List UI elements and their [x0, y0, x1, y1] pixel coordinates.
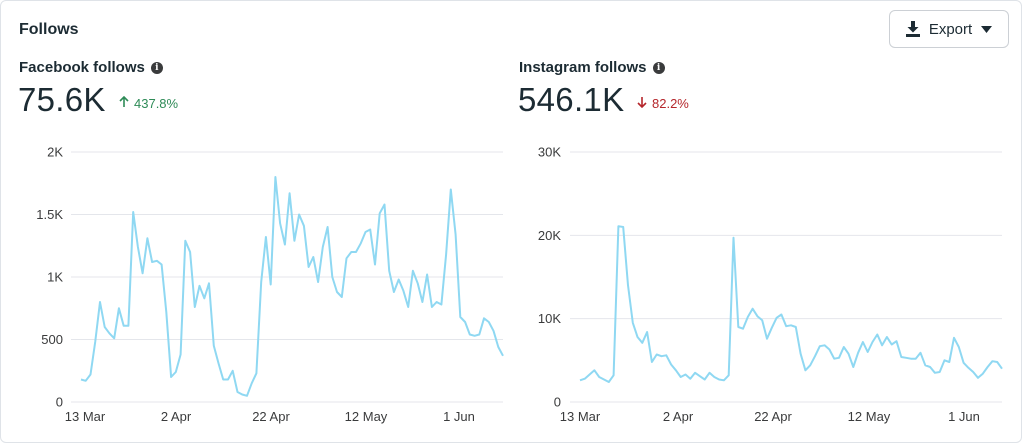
series-line: [80, 176, 504, 397]
y-tick-label: 0: [56, 395, 63, 410]
series-line: [579, 225, 1003, 383]
facebook-follows-delta-value: 437.8%: [134, 96, 179, 111]
info-icon[interactable]: i: [652, 61, 665, 74]
facebook-follows-delta: 437.8%: [119, 95, 179, 111]
y-tick-label: 30K: [538, 145, 561, 160]
facebook-follows-title-text: Facebook follows: [19, 59, 145, 76]
y-tick-label: 2K: [47, 145, 63, 160]
info-icon[interactable]: i: [150, 61, 163, 74]
card-title: Follows: [19, 21, 79, 38]
y-tick-label: 1.5K: [36, 207, 63, 222]
x-tick-label: 22 Apr: [754, 409, 792, 424]
instagram-follows-delta-value: 82.2%: [652, 96, 689, 111]
instagram-follows-title-text: Instagram follows: [519, 59, 647, 76]
caret-down-icon: [981, 25, 993, 33]
y-tick-label: 0: [554, 395, 561, 410]
instagram-follows-delta: 82.2%: [637, 96, 689, 111]
x-tick-label: 1 Jun: [948, 409, 980, 424]
arrow-down-icon: [637, 96, 647, 111]
export-label: Export: [928, 20, 973, 38]
x-tick-label: 12 May: [345, 409, 388, 424]
x-tick-label: 12 May: [848, 409, 891, 424]
instagram-follows-value: 546.1K: [518, 81, 625, 118]
y-tick-label: 10K: [538, 311, 561, 326]
x-tick-label: 2 Apr: [663, 409, 694, 424]
x-tick-label: 22 Apr: [252, 409, 290, 424]
x-tick-label: 1 Jun: [443, 409, 475, 424]
y-tick-label: 20K: [538, 228, 561, 243]
export-button[interactable]: Export: [889, 10, 1009, 48]
x-tick-label: 13 Mar: [560, 409, 601, 424]
facebook-follows-value: 75.6K: [18, 81, 106, 118]
y-tick-label: 1K: [47, 270, 63, 285]
x-tick-label: 13 Mar: [65, 409, 106, 424]
x-tick-label: 2 Apr: [161, 409, 192, 424]
arrow-up-icon: [119, 95, 129, 111]
y-tick-label: 500: [41, 332, 63, 347]
download-icon: [905, 21, 920, 37]
instagram-follows-title: Instagram follows i: [519, 59, 665, 76]
facebook-follows-title: Facebook follows i: [19, 59, 163, 76]
